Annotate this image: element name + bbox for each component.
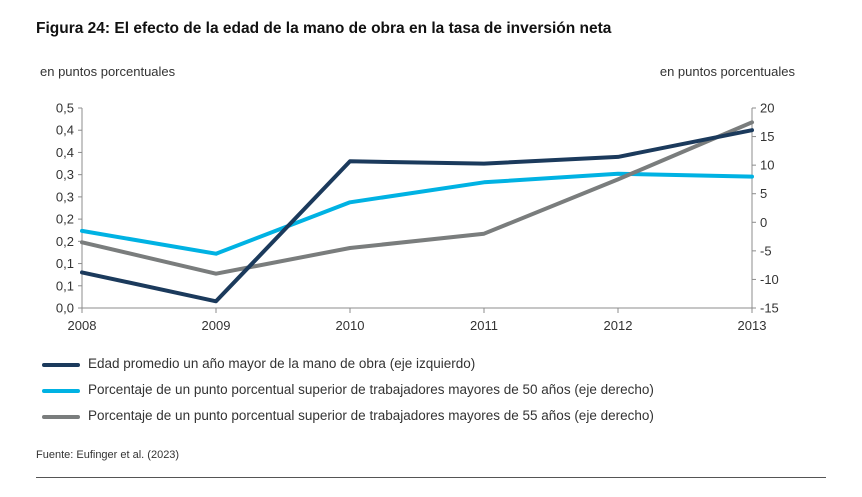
left-axis-tick-label: 0,2 bbox=[56, 212, 74, 227]
left-axis-tick-label: 0,1 bbox=[56, 278, 74, 293]
x-axis-tick-label: 2010 bbox=[336, 318, 365, 333]
left-axis-tick-label: 0,3 bbox=[56, 167, 74, 182]
source-note: Fuente: Eufinger et al. (2023) bbox=[36, 449, 180, 461]
series-line-over-55 bbox=[80, 120, 754, 276]
chart-title: Figura 24: El efecto de la edad de la ma… bbox=[36, 20, 612, 37]
x-axis-tick-label: 2013 bbox=[738, 318, 767, 333]
x-axis-tick-label: 2012 bbox=[604, 318, 633, 333]
right-axis-tick-label: 10 bbox=[760, 158, 774, 173]
axes: 0,0 0,1 0,1 0,2 0,2 0,3 0,3 0,4 0,4 0,5 -15 -10 -5 0 5… bbox=[56, 101, 779, 334]
right-axis-tick-label: 0 bbox=[760, 215, 767, 230]
left-axis-tick-label: 0,2 bbox=[56, 234, 74, 249]
left-axis-tick-label: 0,0 bbox=[56, 301, 74, 316]
right-axis-tick-label: -5 bbox=[760, 243, 772, 258]
right-axis-tick-label: -10 bbox=[760, 272, 779, 287]
x-axis-tick-label: 2011 bbox=[470, 318, 498, 333]
left-axis-tick-label: 0,4 bbox=[56, 145, 74, 160]
x-axis-tick-label: 2009 bbox=[202, 318, 231, 333]
series-line-over-50 bbox=[80, 171, 754, 256]
line-chart: 0,0 0,1 0,1 0,2 0,2 0,3 0,3 0,4 0,4 0,5 -15 -10 -5 0 5… bbox=[56, 101, 779, 334]
legend-label-over-55: Porcentaje de un punto porcentual superi… bbox=[88, 408, 654, 423]
right-axis-tick-label: 15 bbox=[760, 129, 774, 144]
legend-swatch-over-55 bbox=[42, 415, 80, 419]
left-axis-tick-label: 0,1 bbox=[56, 256, 74, 271]
bottom-divider bbox=[36, 477, 826, 478]
left-axis-tick-label: 0,3 bbox=[56, 189, 74, 204]
series-lines bbox=[80, 120, 754, 304]
left-axis-tick-label: 0,4 bbox=[56, 123, 74, 138]
legend-label-over-50: Porcentaje de un punto porcentual superi… bbox=[88, 382, 654, 397]
legend-swatch-over-50 bbox=[42, 389, 80, 393]
right-axis-tick-label: 5 bbox=[760, 186, 767, 201]
right-axis-tick-label: -15 bbox=[760, 301, 779, 316]
legend-swatch-age bbox=[42, 363, 80, 367]
left-axis-tick-label: 0,5 bbox=[56, 101, 74, 116]
right-axis-tick-label: 20 bbox=[760, 101, 774, 116]
left-axis-unit-label: en puntos porcentuales bbox=[40, 64, 176, 79]
series-line-age bbox=[80, 128, 754, 304]
right-axis-unit-label: en puntos porcentuales bbox=[659, 64, 795, 79]
legend-label-age: Edad promedio un año mayor de la mano de… bbox=[88, 356, 476, 371]
x-axis-tick-label: 2008 bbox=[68, 318, 97, 333]
